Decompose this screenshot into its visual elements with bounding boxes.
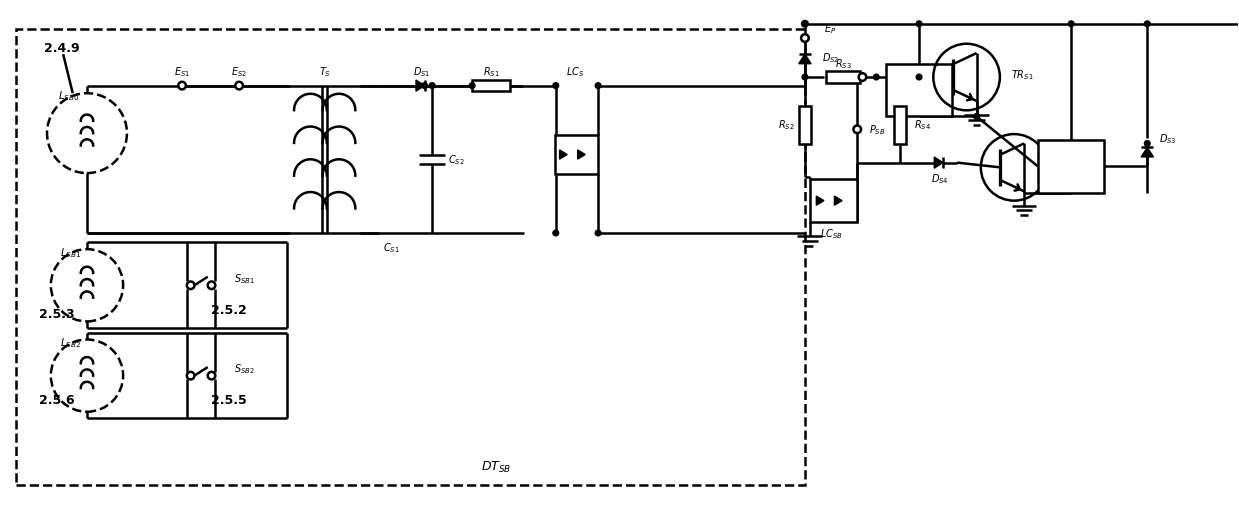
- Text: $E_P$: $E_P$: [824, 23, 836, 36]
- Text: $J_{SB1}$: $J_{SB1}$: [908, 83, 930, 99]
- Circle shape: [802, 35, 809, 43]
- Text: $R_{S1}$: $R_{S1}$: [483, 65, 499, 79]
- Polygon shape: [817, 196, 824, 206]
- Text: $LC_S$: $LC_S$: [566, 65, 584, 79]
- Circle shape: [187, 372, 195, 380]
- Circle shape: [429, 83, 435, 89]
- Text: $S_{SB1}$: $S_{SB1}$: [234, 271, 255, 285]
- Circle shape: [595, 231, 601, 236]
- Text: 2.5.3: 2.5.3: [40, 308, 76, 321]
- Circle shape: [235, 83, 243, 90]
- Text: $D_{S4}$: $D_{S4}$: [930, 172, 949, 185]
- Bar: [895, 107, 906, 144]
- Polygon shape: [1141, 148, 1154, 158]
- Text: 2.5.5: 2.5.5: [211, 393, 247, 406]
- Circle shape: [859, 74, 866, 82]
- Circle shape: [802, 21, 808, 28]
- Polygon shape: [934, 158, 943, 169]
- Text: $S_{SB2}$: $S_{SB2}$: [234, 362, 255, 375]
- Text: $L_{SB2}$: $L_{SB2}$: [61, 336, 82, 349]
- Bar: [886, 65, 953, 117]
- Text: $D_{S1}$: $D_{S1}$: [413, 65, 430, 79]
- Circle shape: [595, 83, 601, 89]
- Text: $R_{S2}$: $R_{S2}$: [778, 119, 794, 132]
- Circle shape: [802, 75, 808, 81]
- Bar: [555, 135, 598, 175]
- Circle shape: [916, 75, 922, 81]
- Text: $LC_{SB}$: $LC_{SB}$: [820, 227, 843, 241]
- Text: $C_{S1}$: $C_{S1}$: [383, 241, 400, 255]
- Text: $L_{SB0}$: $L_{SB0}$: [58, 89, 81, 103]
- Bar: [799, 107, 810, 144]
- Polygon shape: [560, 150, 567, 160]
- Text: $E_{S1}$: $E_{S1}$: [173, 65, 190, 79]
- Circle shape: [916, 22, 922, 28]
- Polygon shape: [577, 150, 585, 160]
- Bar: [810, 180, 857, 223]
- Circle shape: [1068, 22, 1074, 28]
- Circle shape: [208, 282, 216, 289]
- Circle shape: [421, 83, 427, 89]
- Circle shape: [553, 83, 559, 89]
- Bar: [472, 81, 510, 92]
- Circle shape: [553, 231, 559, 236]
- Circle shape: [470, 83, 475, 89]
- Polygon shape: [416, 81, 425, 92]
- Text: $R_{S4}$: $R_{S4}$: [914, 119, 932, 132]
- Bar: [826, 72, 860, 83]
- Bar: [1038, 141, 1104, 193]
- Text: $D_{S3}$: $D_{S3}$: [1158, 132, 1176, 145]
- Circle shape: [178, 83, 186, 90]
- Text: $J_{SB2}$: $J_{SB2}$: [1059, 159, 1083, 175]
- Text: $DT_{SB}$: $DT_{SB}$: [481, 459, 510, 474]
- Text: $T_S$: $T_S$: [318, 65, 331, 79]
- Circle shape: [873, 75, 880, 81]
- Text: $E_{S2}$: $E_{S2}$: [232, 65, 247, 79]
- Text: 2.5.2: 2.5.2: [211, 303, 247, 316]
- Text: $L_{SB1}$: $L_{SB1}$: [61, 245, 82, 260]
- Text: $C_{S2}$: $C_{S2}$: [447, 153, 465, 167]
- Polygon shape: [799, 55, 812, 65]
- Text: $TR_{S1}$: $TR_{S1}$: [1011, 68, 1035, 82]
- Text: 2.4.9: 2.4.9: [45, 42, 79, 55]
- Polygon shape: [834, 196, 843, 206]
- Text: $D_{S2}$: $D_{S2}$: [821, 51, 840, 65]
- Text: $P_{SB}$: $P_{SB}$: [869, 123, 885, 137]
- Circle shape: [208, 372, 216, 380]
- Text: $R_{S3}$: $R_{S3}$: [835, 57, 851, 71]
- Circle shape: [187, 282, 195, 289]
- Circle shape: [1145, 141, 1150, 147]
- Circle shape: [974, 115, 980, 120]
- Circle shape: [1145, 22, 1150, 28]
- Text: $TR_{S2}$: $TR_{S2}$: [1059, 158, 1082, 172]
- Text: 2.5.6: 2.5.6: [40, 393, 76, 406]
- Circle shape: [854, 126, 861, 134]
